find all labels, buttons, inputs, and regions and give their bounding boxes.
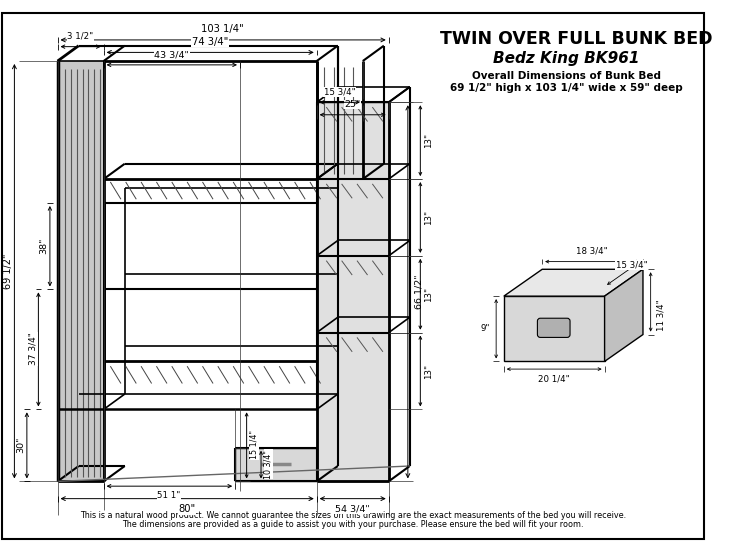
Text: TWIN OVER FULL BUNK BED: TWIN OVER FULL BUNK BED [439, 30, 712, 49]
Text: 13": 13" [424, 210, 434, 225]
Polygon shape [504, 269, 643, 296]
Polygon shape [57, 61, 104, 481]
Text: 15 3/4": 15 3/4" [324, 88, 355, 97]
Polygon shape [235, 448, 316, 481]
Text: 13": 13" [424, 363, 434, 379]
Text: 25": 25" [344, 100, 361, 109]
Text: 74 3/4": 74 3/4" [192, 36, 228, 46]
Text: This is a natural wood product. We cannot guarantee the sizes on this drawing ar: This is a natural wood product. We canno… [80, 511, 626, 520]
FancyBboxPatch shape [537, 318, 570, 337]
Text: 11 3/4": 11 3/4" [657, 300, 665, 331]
Polygon shape [604, 269, 643, 362]
Text: The dimensions are provided as a guide to assist you with your purchase. Please : The dimensions are provided as a guide t… [122, 521, 584, 529]
Text: 10 3/4": 10 3/4" [264, 450, 273, 479]
Text: 15 3/4": 15 3/4" [615, 261, 648, 269]
Text: 43 3/4": 43 3/4" [155, 50, 189, 59]
Text: 20 1/4": 20 1/4" [538, 375, 570, 384]
Text: 18 3/4": 18 3/4" [576, 247, 608, 256]
Text: Bedz King BK961: Bedz King BK961 [493, 51, 640, 66]
Text: 3 1/2": 3 1/2" [68, 32, 93, 41]
Text: 38": 38" [40, 238, 49, 254]
Text: 9": 9" [481, 324, 490, 333]
Text: 80": 80" [179, 505, 196, 514]
Text: 15 1/4": 15 1/4" [250, 431, 258, 459]
Text: 103 1/4": 103 1/4" [201, 24, 244, 34]
Polygon shape [504, 296, 604, 362]
Text: 13": 13" [424, 133, 434, 148]
Text: 69 1/2": 69 1/2" [3, 253, 13, 289]
Text: 54 3/4": 54 3/4" [335, 505, 369, 513]
Text: 66 1/2": 66 1/2" [414, 274, 424, 309]
Text: 51 1": 51 1" [158, 491, 180, 500]
Polygon shape [316, 102, 389, 481]
Polygon shape [316, 179, 363, 289]
Text: 69 1/2" high x 103 1/4" wide x 59" deep: 69 1/2" high x 103 1/4" wide x 59" deep [450, 83, 682, 93]
Text: 37 3/4": 37 3/4" [28, 332, 37, 365]
Text: 13": 13" [424, 286, 434, 302]
Text: 30": 30" [17, 437, 26, 453]
Text: Overall Dimensions of Bunk Bed: Overall Dimensions of Bunk Bed [472, 71, 661, 81]
